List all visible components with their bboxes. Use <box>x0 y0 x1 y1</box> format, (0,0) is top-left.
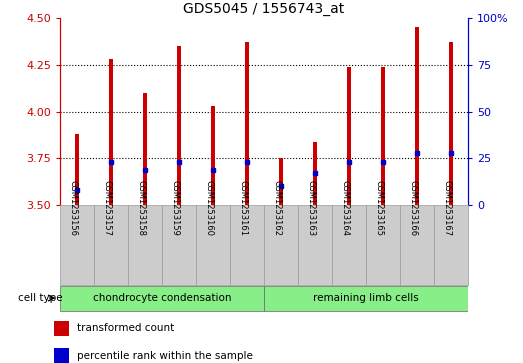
FancyBboxPatch shape <box>196 205 230 285</box>
Bar <box>381 67 385 205</box>
FancyBboxPatch shape <box>264 286 468 311</box>
Text: GSM1253156: GSM1253156 <box>68 180 77 236</box>
Bar <box>177 46 181 205</box>
FancyBboxPatch shape <box>94 205 128 285</box>
Text: remaining limb cells: remaining limb cells <box>313 293 419 303</box>
Text: GSM1253167: GSM1253167 <box>442 180 451 236</box>
Text: GSM1253163: GSM1253163 <box>306 180 315 236</box>
Text: chondrocyte condensation: chondrocyte condensation <box>93 293 231 303</box>
FancyBboxPatch shape <box>162 205 196 285</box>
Text: GSM1253159: GSM1253159 <box>170 180 179 236</box>
Bar <box>75 134 79 205</box>
Text: GSM1253162: GSM1253162 <box>272 180 281 236</box>
Bar <box>211 106 215 205</box>
Bar <box>347 67 351 205</box>
FancyBboxPatch shape <box>60 205 94 285</box>
Text: GSM1253165: GSM1253165 <box>374 180 383 236</box>
FancyBboxPatch shape <box>434 205 468 285</box>
Text: GSM1253160: GSM1253160 <box>204 180 213 236</box>
FancyBboxPatch shape <box>298 205 332 285</box>
FancyBboxPatch shape <box>60 286 264 311</box>
Bar <box>313 142 317 205</box>
Bar <box>54 348 69 363</box>
Text: GSM1253166: GSM1253166 <box>408 180 417 236</box>
Bar <box>109 59 113 205</box>
FancyBboxPatch shape <box>400 205 434 285</box>
FancyBboxPatch shape <box>128 205 162 285</box>
Bar <box>54 321 69 336</box>
FancyBboxPatch shape <box>366 205 400 285</box>
FancyBboxPatch shape <box>332 205 366 285</box>
Text: transformed count: transformed count <box>77 323 174 333</box>
Bar <box>449 42 453 205</box>
Bar <box>415 28 419 205</box>
Text: GSM1253161: GSM1253161 <box>238 180 247 236</box>
Text: GSM1253164: GSM1253164 <box>340 180 349 236</box>
Bar <box>279 158 283 205</box>
Text: percentile rank within the sample: percentile rank within the sample <box>77 351 253 360</box>
Bar <box>143 93 147 205</box>
Text: GSM1253157: GSM1253157 <box>102 180 111 236</box>
Bar <box>245 42 249 205</box>
FancyBboxPatch shape <box>230 205 264 285</box>
Text: cell type: cell type <box>18 293 63 303</box>
FancyBboxPatch shape <box>264 205 298 285</box>
Text: GSM1253158: GSM1253158 <box>136 180 145 236</box>
Title: GDS5045 / 1556743_at: GDS5045 / 1556743_at <box>184 2 345 16</box>
